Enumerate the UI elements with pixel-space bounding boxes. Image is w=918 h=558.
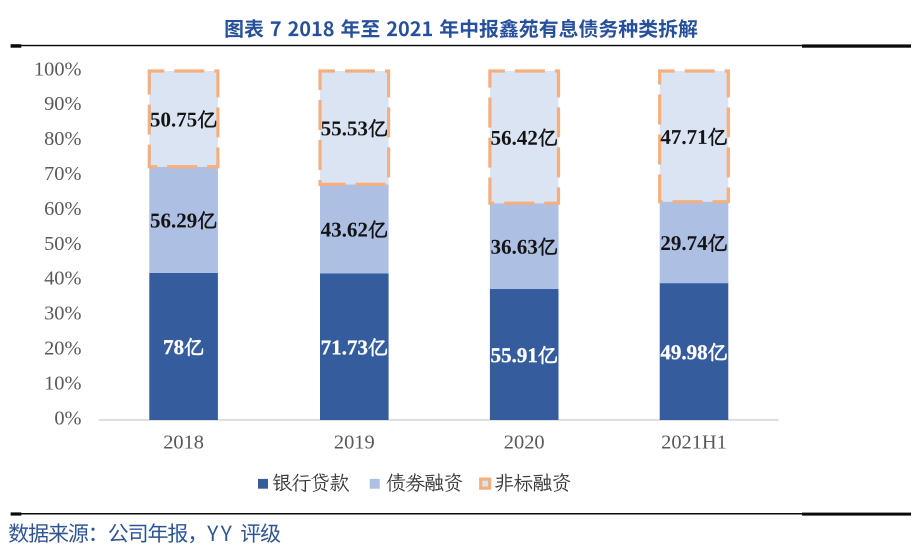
svg-text:40%: 40% xyxy=(44,268,81,290)
svg-text:30%: 30% xyxy=(44,303,81,325)
svg-text:2020: 2020 xyxy=(504,432,545,454)
svg-text:10%: 10% xyxy=(44,372,81,394)
svg-text:50%: 50% xyxy=(44,233,81,255)
svg-text:0%: 0% xyxy=(54,407,81,429)
svg-text:2018: 2018 xyxy=(163,432,204,454)
svg-text:100%: 100% xyxy=(34,58,82,80)
svg-text:2019: 2019 xyxy=(334,432,375,454)
svg-text:80%: 80% xyxy=(44,128,81,150)
svg-text:60%: 60% xyxy=(44,198,81,220)
svg-text:90%: 90% xyxy=(44,93,81,115)
svg-text:2021H1: 2021H1 xyxy=(661,432,727,454)
svg-text:20%: 20% xyxy=(44,338,81,360)
svg-text:70%: 70% xyxy=(44,163,81,185)
